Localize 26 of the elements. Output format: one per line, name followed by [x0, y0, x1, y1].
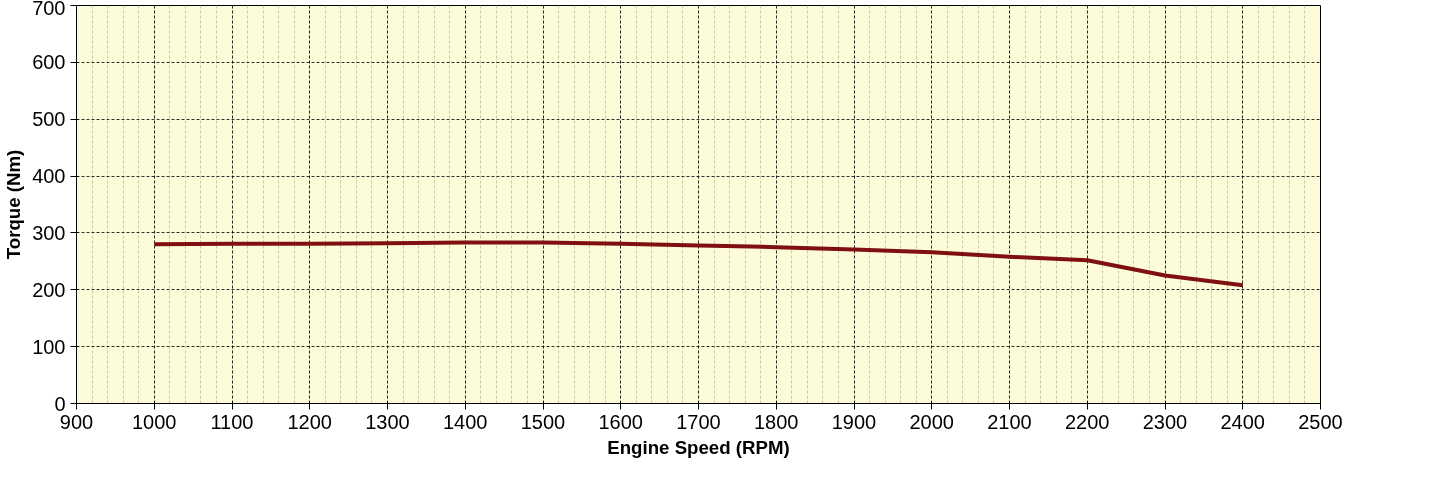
- x-tick-label: 1500: [520, 410, 566, 433]
- x-tick-label: 1600: [598, 410, 643, 433]
- x-tick-label: 2000: [909, 410, 954, 433]
- y-axis-title: Torque (Nm): [3, 149, 25, 260]
- x-tick-label: 1900: [831, 410, 877, 433]
- x-tick-label: 1300: [365, 410, 410, 433]
- y-tick-label: 300: [32, 221, 66, 244]
- y-tick-label: 200: [32, 278, 66, 301]
- y-tick-label: 400: [32, 165, 66, 188]
- x-tick-label: 2100: [987, 410, 1032, 433]
- x-tick-label: 2500: [1298, 410, 1343, 433]
- y-tick-label: 100: [32, 335, 66, 358]
- x-tick-label: 1200: [287, 410, 332, 433]
- y-tick-label: 500: [32, 108, 66, 131]
- x-tick-label: 1100: [210, 410, 254, 433]
- x-tick-label: 2400: [1220, 410, 1265, 433]
- x-tick-label: 1800: [754, 410, 799, 433]
- x-axis-title: Engine Speed (RPM): [607, 436, 790, 458]
- x-tick-label: 2200: [1065, 410, 1110, 433]
- line-series: [152, 240, 1245, 288]
- x-tick-label: 1400: [443, 410, 488, 433]
- y-tick-label: 600: [32, 51, 66, 74]
- x-tick-label: 2300: [1142, 410, 1188, 433]
- y-tick-label: 700: [32, 0, 66, 19]
- x-tick-label: 1700: [676, 410, 721, 433]
- x-tick-label: 1000: [132, 410, 177, 433]
